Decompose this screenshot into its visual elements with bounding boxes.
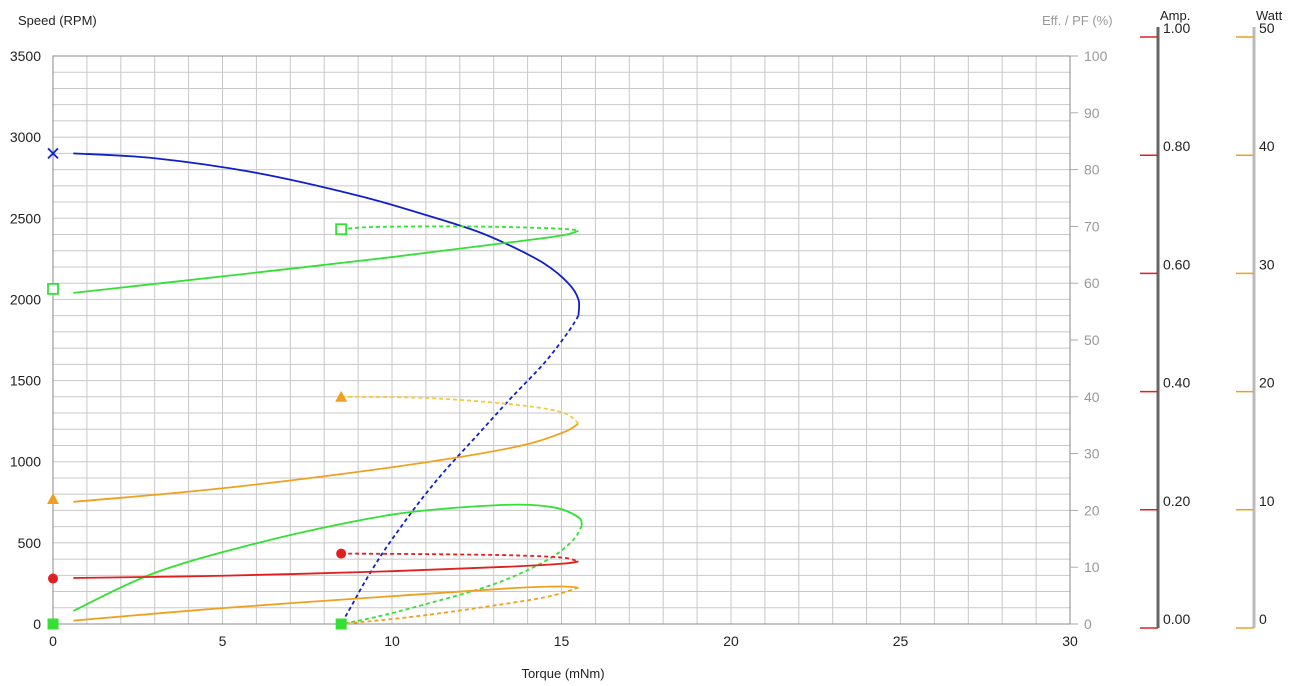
series-marker-0	[47, 147, 59, 160]
series-line-3	[341, 225, 579, 232]
amp-tick-label: 0.40	[1163, 375, 1190, 391]
y2-tick-label: 50	[1084, 332, 1100, 348]
series-marker-3	[335, 223, 348, 236]
x-tick-label: 15	[554, 633, 570, 649]
amp-tick-label: 0.60	[1163, 256, 1190, 272]
watt-tick-label: 10	[1259, 493, 1275, 509]
watt-tick-label: 20	[1259, 375, 1275, 391]
y-tick-label: 1000	[10, 454, 41, 470]
watt-tick-label: 30	[1259, 256, 1275, 272]
y2-tick-label: 20	[1084, 502, 1100, 518]
y-tick-label: 3500	[10, 48, 41, 64]
y-tick-label: 0	[33, 616, 41, 632]
series-marker-8	[47, 493, 59, 505]
watt-tick-label: 0	[1259, 611, 1267, 627]
y-tick-label: 2500	[10, 210, 41, 226]
side-axes: 0.00 0.20 0.40 0.60 0.80 1.00 0 10 20 30 40 50	[1140, 20, 1275, 629]
y-tick-label: 1500	[10, 373, 41, 389]
watt-tick-label: 40	[1259, 138, 1275, 154]
series-line-11	[341, 586, 579, 625]
y2-tick-label: 100	[1084, 48, 1108, 64]
series-line-5	[340, 525, 583, 625]
series-line-1	[340, 315, 580, 625]
y2-tick-label: 90	[1084, 105, 1100, 121]
watt-tick-label: 50	[1259, 20, 1275, 36]
series-line-10	[73, 585, 579, 622]
amp-tick-label: 0.80	[1163, 138, 1190, 154]
y2-tick-label: 10	[1084, 559, 1100, 575]
markers	[47, 147, 348, 630]
series-line-9	[341, 395, 580, 425]
tick-labels: 0 5 10 15 20 25 300500100015002000250030003500…	[10, 48, 1108, 649]
series-line-0	[73, 152, 581, 316]
y-axis-label: Speed (RPM)	[18, 13, 97, 28]
series-marker-7	[336, 548, 347, 559]
y2-tick-label: 30	[1084, 446, 1100, 462]
y2-axis-label: Eff. / PF (%)	[1042, 13, 1113, 28]
y2-tick-label: 70	[1084, 218, 1100, 234]
x-tick-label: 5	[219, 633, 227, 649]
y2-tick-label: 80	[1084, 162, 1100, 178]
x-tick-label: 25	[893, 633, 909, 649]
series-line-7	[341, 552, 579, 563]
y-tick-label: 3000	[10, 129, 41, 145]
grid	[52, 55, 1071, 625]
y2-tick-label: 0	[1084, 616, 1092, 632]
curves	[72, 152, 583, 625]
series-marker-6	[48, 573, 58, 584]
x-tick-label: 0	[49, 633, 57, 649]
x-axis-label: Torque (mNm)	[521, 666, 604, 681]
y2-tick-label: 40	[1084, 389, 1100, 405]
x-tick-label: 30	[1062, 633, 1078, 649]
series-marker-4	[47, 618, 59, 630]
amp-tick-label: 1.00	[1163, 20, 1190, 36]
x-tick-label: 10	[384, 633, 400, 649]
series-marker-9	[335, 390, 348, 402]
y2-tick-label: 60	[1084, 275, 1100, 291]
series-marker-2	[47, 282, 59, 295]
x-tick-label: 20	[723, 633, 739, 649]
series-line-4	[72, 503, 583, 612]
marker-stroke	[47, 147, 59, 160]
amp-tick-label: 0.20	[1163, 493, 1190, 509]
amp-tick-label: 0.00	[1163, 611, 1190, 627]
watt-axis-label: Watt	[1256, 8, 1283, 23]
series-line-2	[73, 230, 579, 294]
series-marker-5	[335, 618, 347, 630]
y-tick-label: 2000	[10, 291, 41, 307]
amp-axis-label: Amp.	[1160, 8, 1190, 23]
series-line-8	[73, 422, 579, 503]
series-line-6	[73, 560, 579, 579]
y-tick-label: 500	[18, 535, 42, 551]
